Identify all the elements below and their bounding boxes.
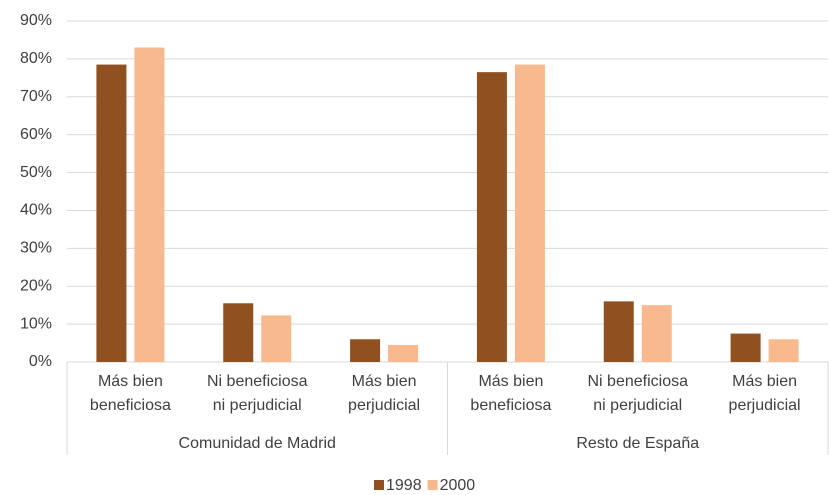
group-label: Comunidad de Madrid [179, 435, 336, 452]
y-tick-label: 10% [20, 315, 52, 332]
group-label: Resto de España [576, 435, 699, 452]
y-tick-label: 70% [20, 88, 52, 105]
y-tick-label: 40% [20, 202, 52, 219]
x-tick-label: Más bien beneficiosa [89, 373, 171, 414]
bar [641, 305, 672, 362]
legend-label: 2000 [440, 477, 476, 494]
x-tick-label: Más bien beneficiosa [470, 373, 552, 414]
y-tick-label: 80% [20, 50, 52, 67]
bar [603, 301, 634, 362]
bar [223, 303, 254, 362]
bar [134, 47, 165, 363]
y-tick-label: 20% [20, 277, 52, 294]
legend-swatch [427, 480, 438, 490]
y-tick-label: 60% [20, 126, 52, 143]
y-tick-label: 0% [29, 353, 52, 370]
bar [730, 333, 761, 362]
bar [514, 64, 545, 363]
bar [388, 344, 419, 362]
x-tick-label: Ni beneficiosa ni perjudicial [587, 373, 689, 414]
x-tick-label: Ni beneficiosa ni perjudicial [207, 373, 308, 414]
x-tick-label: Más bien perjudicial [348, 373, 421, 414]
bar [768, 339, 799, 362]
x-tick-label: Más bien perjudicial [728, 373, 801, 414]
legend-label: 1998 [386, 477, 422, 494]
y-tick-label: 50% [20, 164, 52, 181]
y-tick-label: 30% [20, 240, 52, 257]
bar [261, 315, 292, 362]
bar [350, 339, 381, 362]
y-tick-label: 90% [20, 12, 52, 29]
bar [476, 72, 507, 363]
bar [96, 64, 127, 363]
legend-swatch [374, 480, 384, 490]
